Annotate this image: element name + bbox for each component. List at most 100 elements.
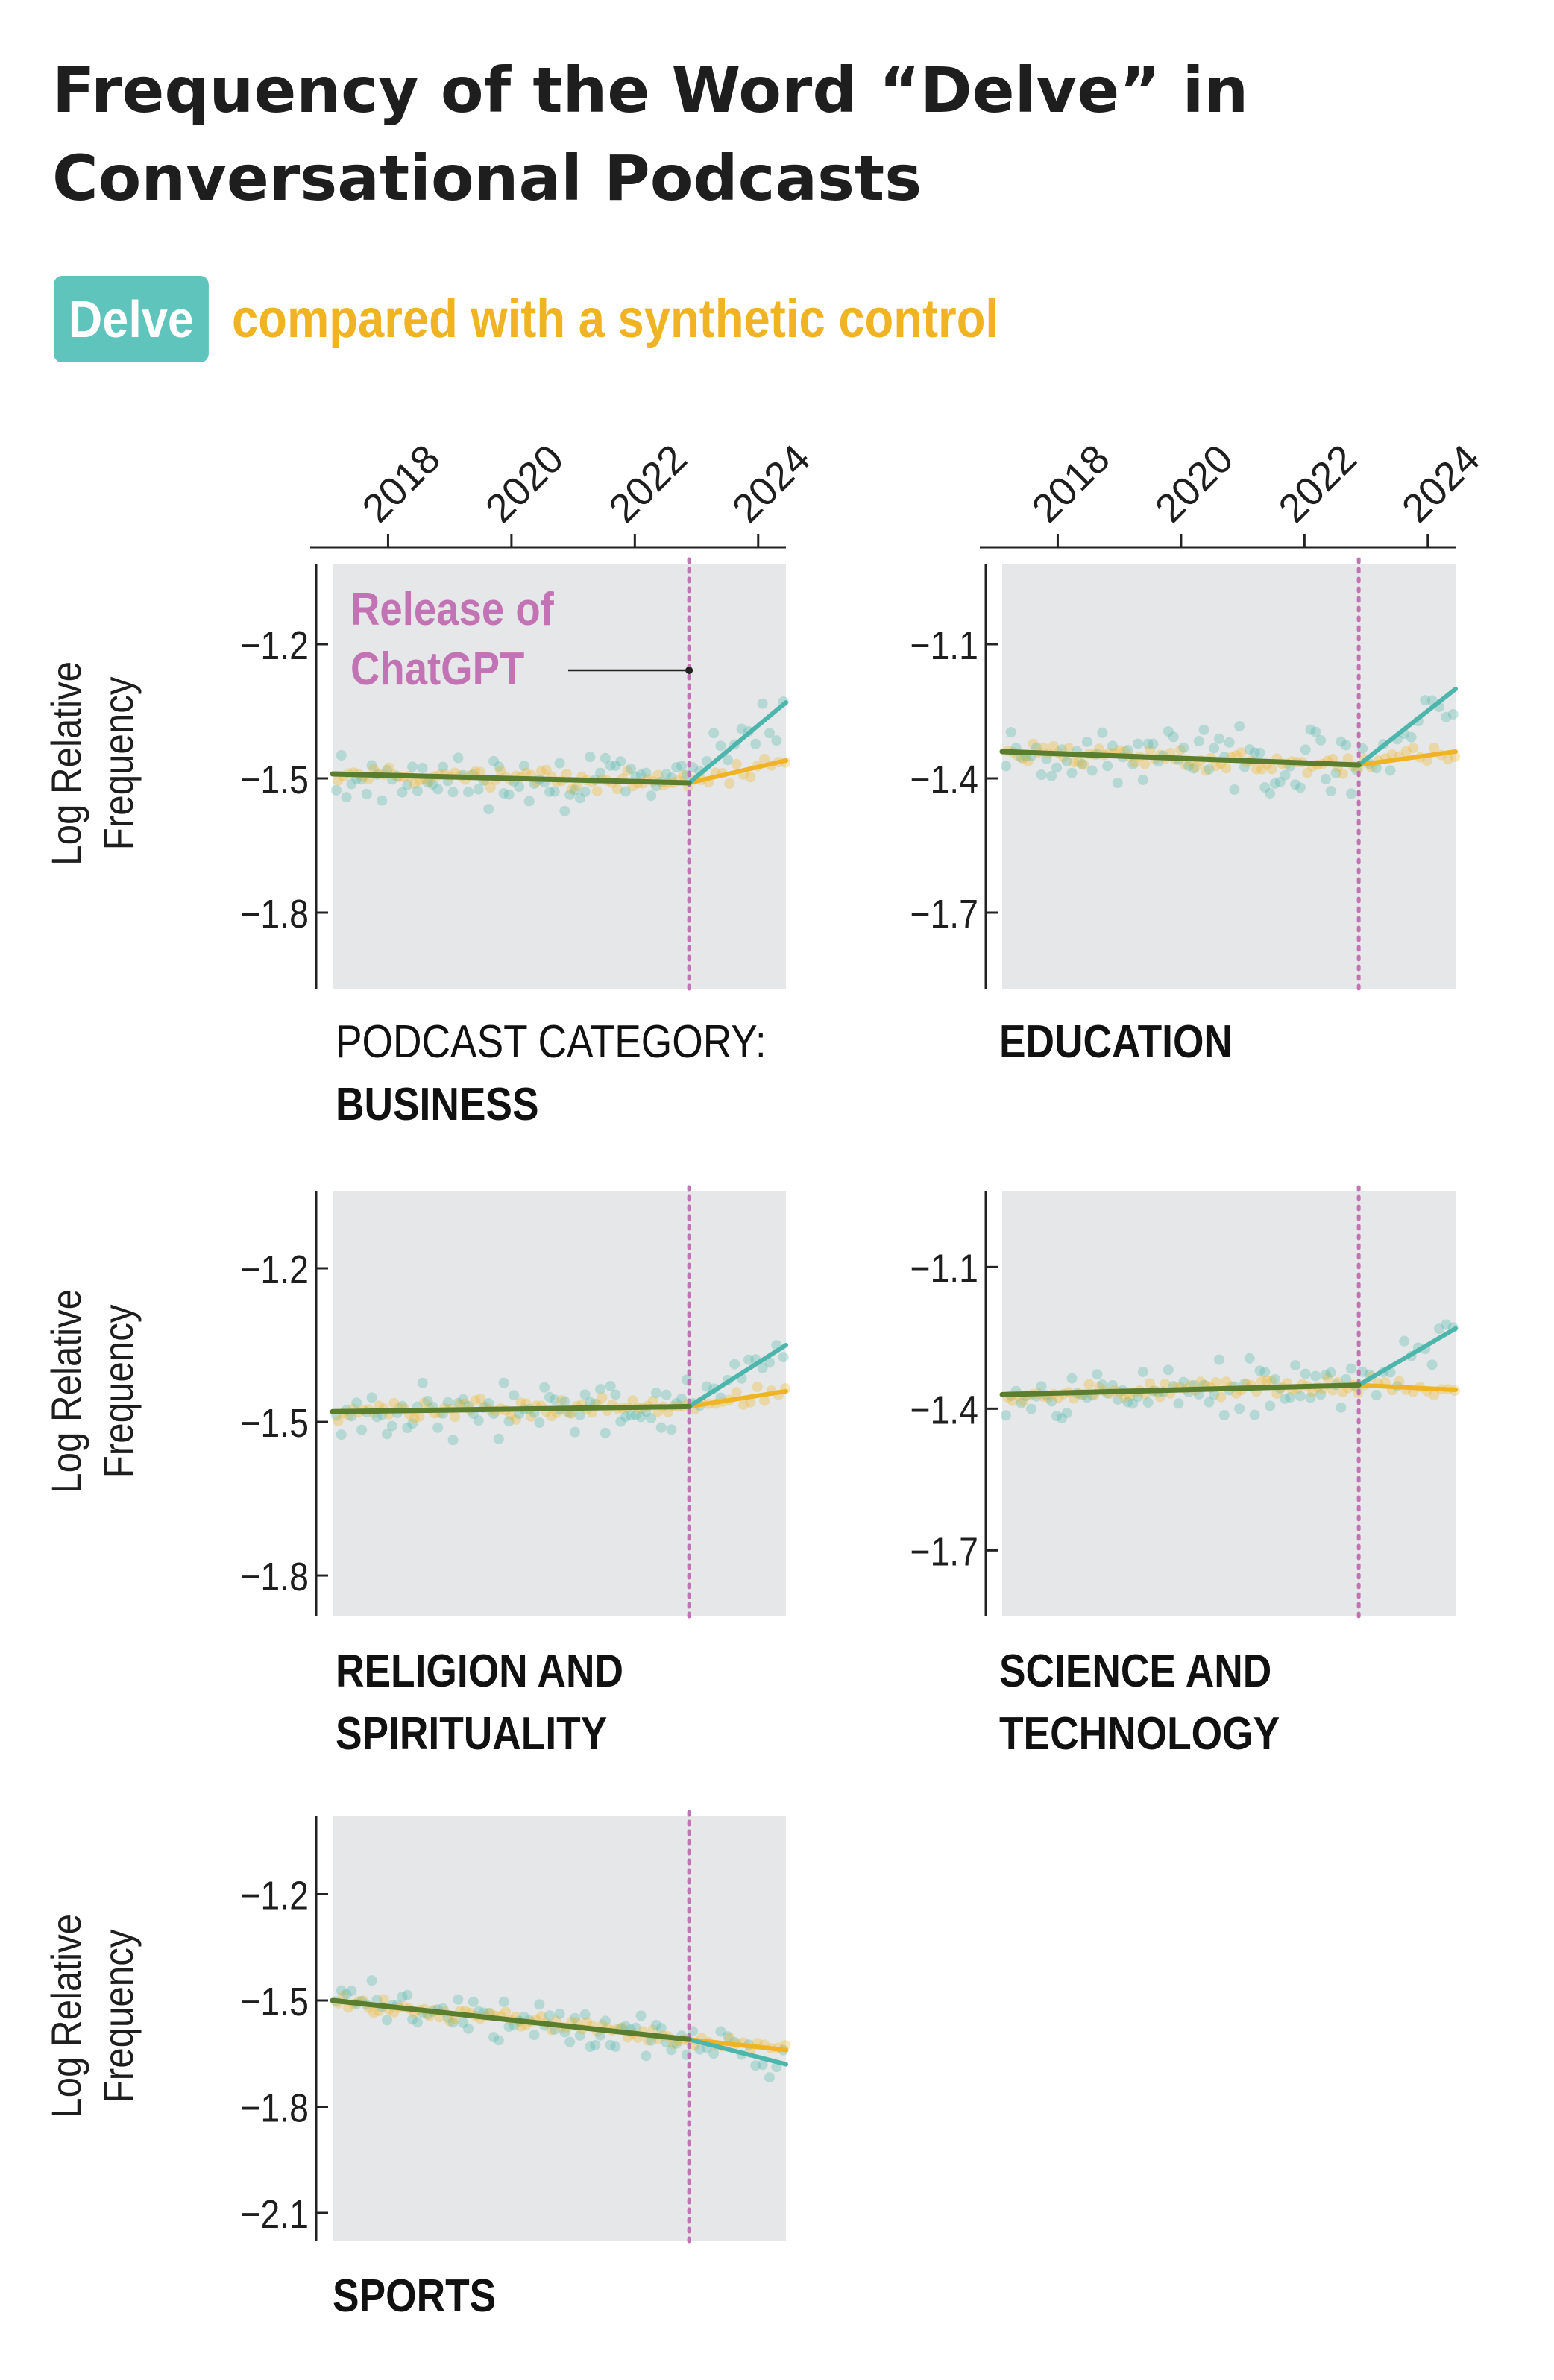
delve-point bbox=[635, 1411, 647, 1423]
delve-point bbox=[559, 805, 570, 816]
delve-point bbox=[539, 1382, 550, 1393]
delve-point bbox=[585, 2041, 596, 2053]
control-point bbox=[724, 778, 735, 789]
control-point bbox=[611, 784, 623, 795]
delve-point bbox=[407, 1418, 418, 1429]
pre-release-trend bbox=[999, 749, 1362, 768]
delve-point bbox=[570, 1426, 581, 1438]
delve-point bbox=[1102, 761, 1113, 772]
control-point bbox=[383, 762, 394, 773]
delve-point bbox=[412, 785, 423, 796]
delve-point bbox=[402, 779, 413, 790]
delve-point bbox=[1148, 738, 1159, 749]
control-point bbox=[378, 1994, 389, 2005]
control-point bbox=[724, 2032, 735, 2043]
delve-point bbox=[1036, 769, 1047, 781]
delve-point bbox=[1290, 1360, 1301, 1371]
delve-point bbox=[447, 2017, 459, 2028]
annotation-leader-dot bbox=[685, 667, 693, 674]
control-point bbox=[515, 1397, 526, 1408]
delve-point bbox=[366, 760, 377, 771]
delve-point bbox=[483, 804, 494, 815]
delve-point bbox=[377, 795, 388, 806]
delve-point bbox=[564, 789, 576, 800]
control-point bbox=[470, 1395, 481, 1406]
control-point bbox=[373, 2006, 384, 2017]
control-point bbox=[745, 1397, 756, 1408]
delve-point bbox=[1204, 764, 1215, 775]
delve-point bbox=[1137, 1366, 1148, 1377]
delve-post-trend bbox=[687, 1343, 788, 1409]
control-point bbox=[591, 786, 603, 797]
category-name-line2: SPIRITUALITY bbox=[336, 1708, 607, 1760]
y-tick-label: −1.8 bbox=[240, 1554, 309, 1599]
delve-point bbox=[1056, 1413, 1067, 1424]
pre-release-trend bbox=[330, 771, 692, 786]
category-name-line1: SPORTS bbox=[333, 2270, 496, 2322]
control-point bbox=[1337, 768, 1348, 779]
delve-point bbox=[1224, 737, 1235, 748]
delve-point bbox=[1346, 788, 1357, 799]
delve-point bbox=[493, 2035, 504, 2046]
control-point bbox=[1201, 765, 1212, 776]
delve-point bbox=[722, 755, 733, 766]
control-point bbox=[1337, 1386, 1348, 1397]
delve-point bbox=[488, 2032, 500, 2043]
delve-point bbox=[1234, 1403, 1245, 1414]
delve-point bbox=[1259, 1367, 1271, 1378]
delve-point bbox=[1254, 1365, 1265, 1376]
control-point bbox=[1048, 740, 1059, 752]
control-point bbox=[546, 1411, 557, 1422]
delve-point bbox=[1269, 1373, 1280, 1385]
delve-point bbox=[1077, 758, 1088, 769]
delve-point bbox=[402, 1989, 413, 2000]
control-point bbox=[1195, 1376, 1207, 1388]
y-tick-label: −1.5 bbox=[240, 757, 309, 802]
control-point bbox=[1174, 744, 1186, 755]
control-point bbox=[1442, 754, 1453, 765]
control-point bbox=[1017, 1396, 1028, 1407]
delve-point bbox=[708, 728, 720, 739]
delve-point bbox=[1295, 782, 1306, 793]
delve-point bbox=[1249, 1409, 1260, 1420]
delve-point bbox=[579, 1389, 591, 1400]
delve-point bbox=[620, 1411, 632, 1423]
delve-point bbox=[764, 728, 775, 739]
delve-point bbox=[1315, 734, 1327, 746]
delve-point bbox=[1122, 1397, 1133, 1408]
delve-point bbox=[493, 761, 504, 772]
delve-point bbox=[757, 1362, 768, 1373]
delve-point bbox=[1097, 727, 1108, 738]
delve-point bbox=[1325, 1367, 1336, 1378]
delve-point bbox=[366, 1975, 377, 1986]
delve-point bbox=[422, 1395, 433, 1406]
control-point bbox=[1221, 763, 1232, 774]
delve-point bbox=[356, 1424, 368, 1435]
control-point bbox=[1145, 1378, 1156, 1389]
y-tick-label: −1.1 bbox=[910, 1245, 978, 1291]
delve-point bbox=[458, 2017, 469, 2028]
control-point bbox=[520, 767, 532, 778]
delve-point bbox=[574, 2030, 585, 2041]
panel-bg bbox=[1002, 564, 1456, 989]
delve-point bbox=[605, 1380, 616, 1391]
delve-point bbox=[1300, 1368, 1311, 1379]
delve-point bbox=[1061, 1408, 1072, 1419]
delve-point bbox=[1269, 778, 1280, 789]
delve-point bbox=[1315, 1389, 1327, 1400]
control-point bbox=[409, 778, 420, 790]
delve-point bbox=[1173, 1398, 1184, 1409]
control-point bbox=[1119, 1392, 1130, 1403]
delve-point bbox=[1005, 727, 1016, 738]
delve-point bbox=[564, 2036, 576, 2047]
control-point bbox=[373, 1400, 384, 1411]
delve-point bbox=[346, 1986, 357, 1997]
control-point bbox=[368, 2007, 380, 2018]
control-point bbox=[333, 1415, 344, 1426]
control-point bbox=[759, 753, 770, 764]
delve-point bbox=[676, 1393, 688, 1404]
y-tick-label: −1.1 bbox=[910, 623, 978, 668]
delve-point bbox=[437, 761, 448, 772]
delve-point bbox=[650, 2019, 661, 2030]
control-post-trend bbox=[687, 1388, 788, 1409]
